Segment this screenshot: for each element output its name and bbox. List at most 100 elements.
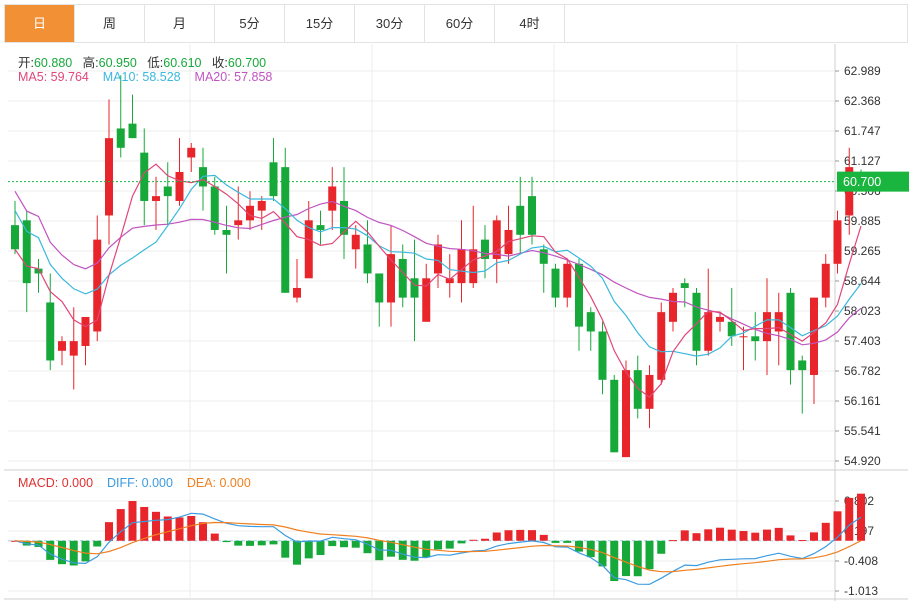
macd-histogram-bar <box>751 532 760 541</box>
candle-body <box>22 220 31 284</box>
macd-histogram-bar <box>457 540 466 544</box>
macd-histogram-bar <box>222 540 231 543</box>
candle-body <box>669 292 677 322</box>
y-tick-label: 62.368 <box>844 94 881 108</box>
macd-histogram-bar <box>445 540 454 549</box>
macd-histogram-bar <box>316 540 325 556</box>
candle-body <box>633 370 642 409</box>
macd-histogram-bar <box>199 522 207 541</box>
macd-histogram-bar <box>105 522 113 541</box>
macd-histogram-bar <box>304 540 313 559</box>
macd-histogram-bar <box>833 511 842 541</box>
macd-histogram-bar <box>798 540 807 542</box>
low-label: 低: <box>147 56 164 70</box>
high-label: 高: <box>82 56 99 70</box>
tab-3[interactable]: 5分 <box>215 5 285 42</box>
tab-2[interactable]: 月 <box>145 5 215 42</box>
candle-body <box>257 200 266 211</box>
candle-body <box>739 336 748 338</box>
candle-body <box>234 220 243 226</box>
candle-body <box>34 268 43 274</box>
macd-histogram-bar <box>680 530 689 541</box>
low-value: 60.610 <box>163 56 202 70</box>
candle-body <box>680 283 689 288</box>
macd-histogram-bar <box>410 540 419 561</box>
macd-histogram-bar <box>351 540 360 548</box>
current-price-label: 60.700 <box>843 175 881 189</box>
macd-histogram-bar <box>234 540 243 546</box>
candle-body <box>833 220 842 264</box>
candle-body <box>328 186 337 211</box>
candle-body <box>187 147 196 158</box>
macd-histogram-bar <box>116 509 125 541</box>
macd-histogram-bar <box>281 540 290 558</box>
candle-body <box>105 138 113 216</box>
macd-histogram-bar <box>563 540 572 543</box>
macd-histogram-bar <box>504 530 513 541</box>
macd-histogram-bar <box>269 540 278 545</box>
candle-body <box>222 229 231 235</box>
candle-body <box>210 186 219 230</box>
candle-body <box>774 312 783 332</box>
candle-body <box>375 273 384 303</box>
macd-histogram-bar <box>645 540 654 570</box>
macd-histogram-bar <box>610 540 619 582</box>
candle-body <box>810 297 818 375</box>
candle-body <box>727 321 736 337</box>
macd-histogram-bar <box>93 540 102 547</box>
tab-0[interactable]: 日 <box>5 5 75 42</box>
candle-body <box>269 162 278 197</box>
candle-body <box>645 374 654 409</box>
macd-histogram-bar <box>293 540 301 565</box>
candle-body <box>704 312 713 351</box>
candle-body <box>716 316 724 322</box>
candle-body <box>163 186 172 197</box>
macd-histogram-bar <box>810 532 818 541</box>
macd-histogram-bar <box>34 540 43 547</box>
candle-body <box>81 316 90 346</box>
macd-histogram-bar <box>163 516 172 541</box>
open-value: 60.880 <box>33 56 73 70</box>
macd-histogram-bar <box>739 531 748 541</box>
candle-body <box>751 336 760 342</box>
y-tick-label: 57.403 <box>844 334 881 348</box>
y-tick-label: 56.782 <box>844 364 881 378</box>
y-tick-label: 55.541 <box>844 424 881 438</box>
tab-1[interactable]: 周 <box>75 5 145 42</box>
candle-body <box>622 370 630 458</box>
macd-histogram-bar <box>633 540 642 577</box>
macd-histogram-bar <box>257 540 266 546</box>
tab-6[interactable]: 60分 <box>425 5 495 42</box>
candle-body <box>387 254 395 303</box>
close-value: 60.700 <box>227 56 267 70</box>
macd-histogram-bar <box>786 535 795 541</box>
macd-histogram-bar <box>774 527 783 541</box>
ma5-line <box>14 163 862 399</box>
dea-line <box>14 521 862 573</box>
candle-body <box>457 249 466 284</box>
macd-histogram-bar <box>363 540 372 554</box>
tab-7[interactable]: 4时 <box>495 5 565 42</box>
open-label: 开: <box>18 56 34 70</box>
y-tick-label: 59.885 <box>844 214 881 228</box>
macd-histogram-bar <box>551 540 560 543</box>
candle-body <box>281 167 290 293</box>
candle-body <box>363 244 372 274</box>
macd-histogram-bar <box>716 527 724 541</box>
tab-5[interactable]: 30分 <box>355 5 425 42</box>
high-value: 60.950 <box>98 56 137 70</box>
tab-4[interactable]: 15分 <box>285 5 355 42</box>
macd-tick-label: -0.408 <box>844 554 878 568</box>
candle-body <box>445 278 454 284</box>
candle-body <box>692 292 701 351</box>
candle-body <box>175 171 184 201</box>
candle-body <box>116 128 125 148</box>
macd-histogram-bar <box>481 538 489 541</box>
candle-body <box>481 239 489 259</box>
macd-legend-item: MACD: 0.000 <box>18 476 94 490</box>
macd-histogram-bar <box>669 540 677 542</box>
macd-histogram-bar <box>575 540 583 552</box>
candle-body <box>340 200 348 235</box>
candle-body <box>69 341 78 356</box>
